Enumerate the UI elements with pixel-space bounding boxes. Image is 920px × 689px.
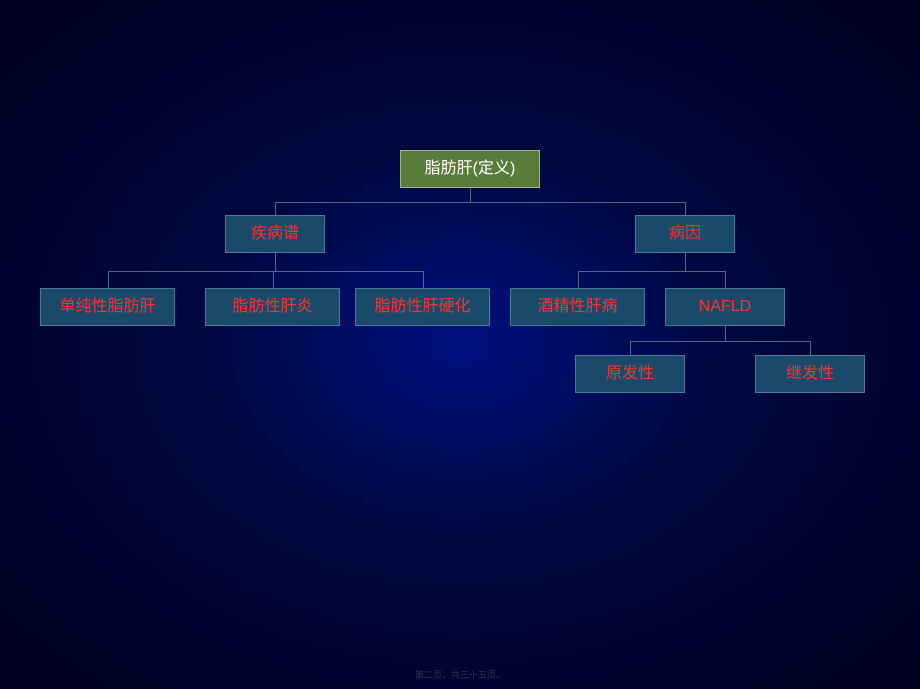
- connector: [275, 202, 276, 216]
- connector: [725, 271, 726, 289]
- connector: [685, 253, 686, 271]
- connector: [108, 271, 424, 272]
- connector: [423, 271, 424, 289]
- node-cirr: 脂肪性肝硬化: [355, 288, 490, 326]
- connector: [578, 271, 579, 289]
- connector: [275, 253, 276, 271]
- node-cause: 病因: [635, 215, 735, 253]
- node-sec: 继发性: [755, 355, 865, 393]
- connector: [108, 271, 109, 289]
- node-alco: 酒精性肝病: [510, 288, 645, 326]
- connector: [273, 271, 274, 289]
- footer-text: 第二页，共三十五页。: [0, 668, 920, 681]
- node-steat: 脂肪性肝炎: [205, 288, 340, 326]
- node-spec: 疾病谱: [225, 215, 325, 253]
- connector: [630, 341, 631, 356]
- node-nafld: NAFLD: [665, 288, 785, 326]
- diagram-canvas: 脂肪肝(定义) 疾病谱 病因单纯性脂肪肝脂肪性肝炎脂肪性肝硬化酒精性肝病 NAFLD 原…: [0, 0, 920, 689]
- connector: [810, 341, 811, 356]
- connector: [630, 341, 811, 342]
- connector: [685, 202, 686, 216]
- connector: [275, 202, 686, 203]
- connector: [578, 271, 727, 272]
- node-root: 脂肪肝(定义): [400, 150, 540, 188]
- connector: [470, 188, 471, 202]
- node-simple: 单纯性脂肪肝: [40, 288, 175, 326]
- connector: [725, 326, 726, 341]
- node-prim: 原发性: [575, 355, 685, 393]
